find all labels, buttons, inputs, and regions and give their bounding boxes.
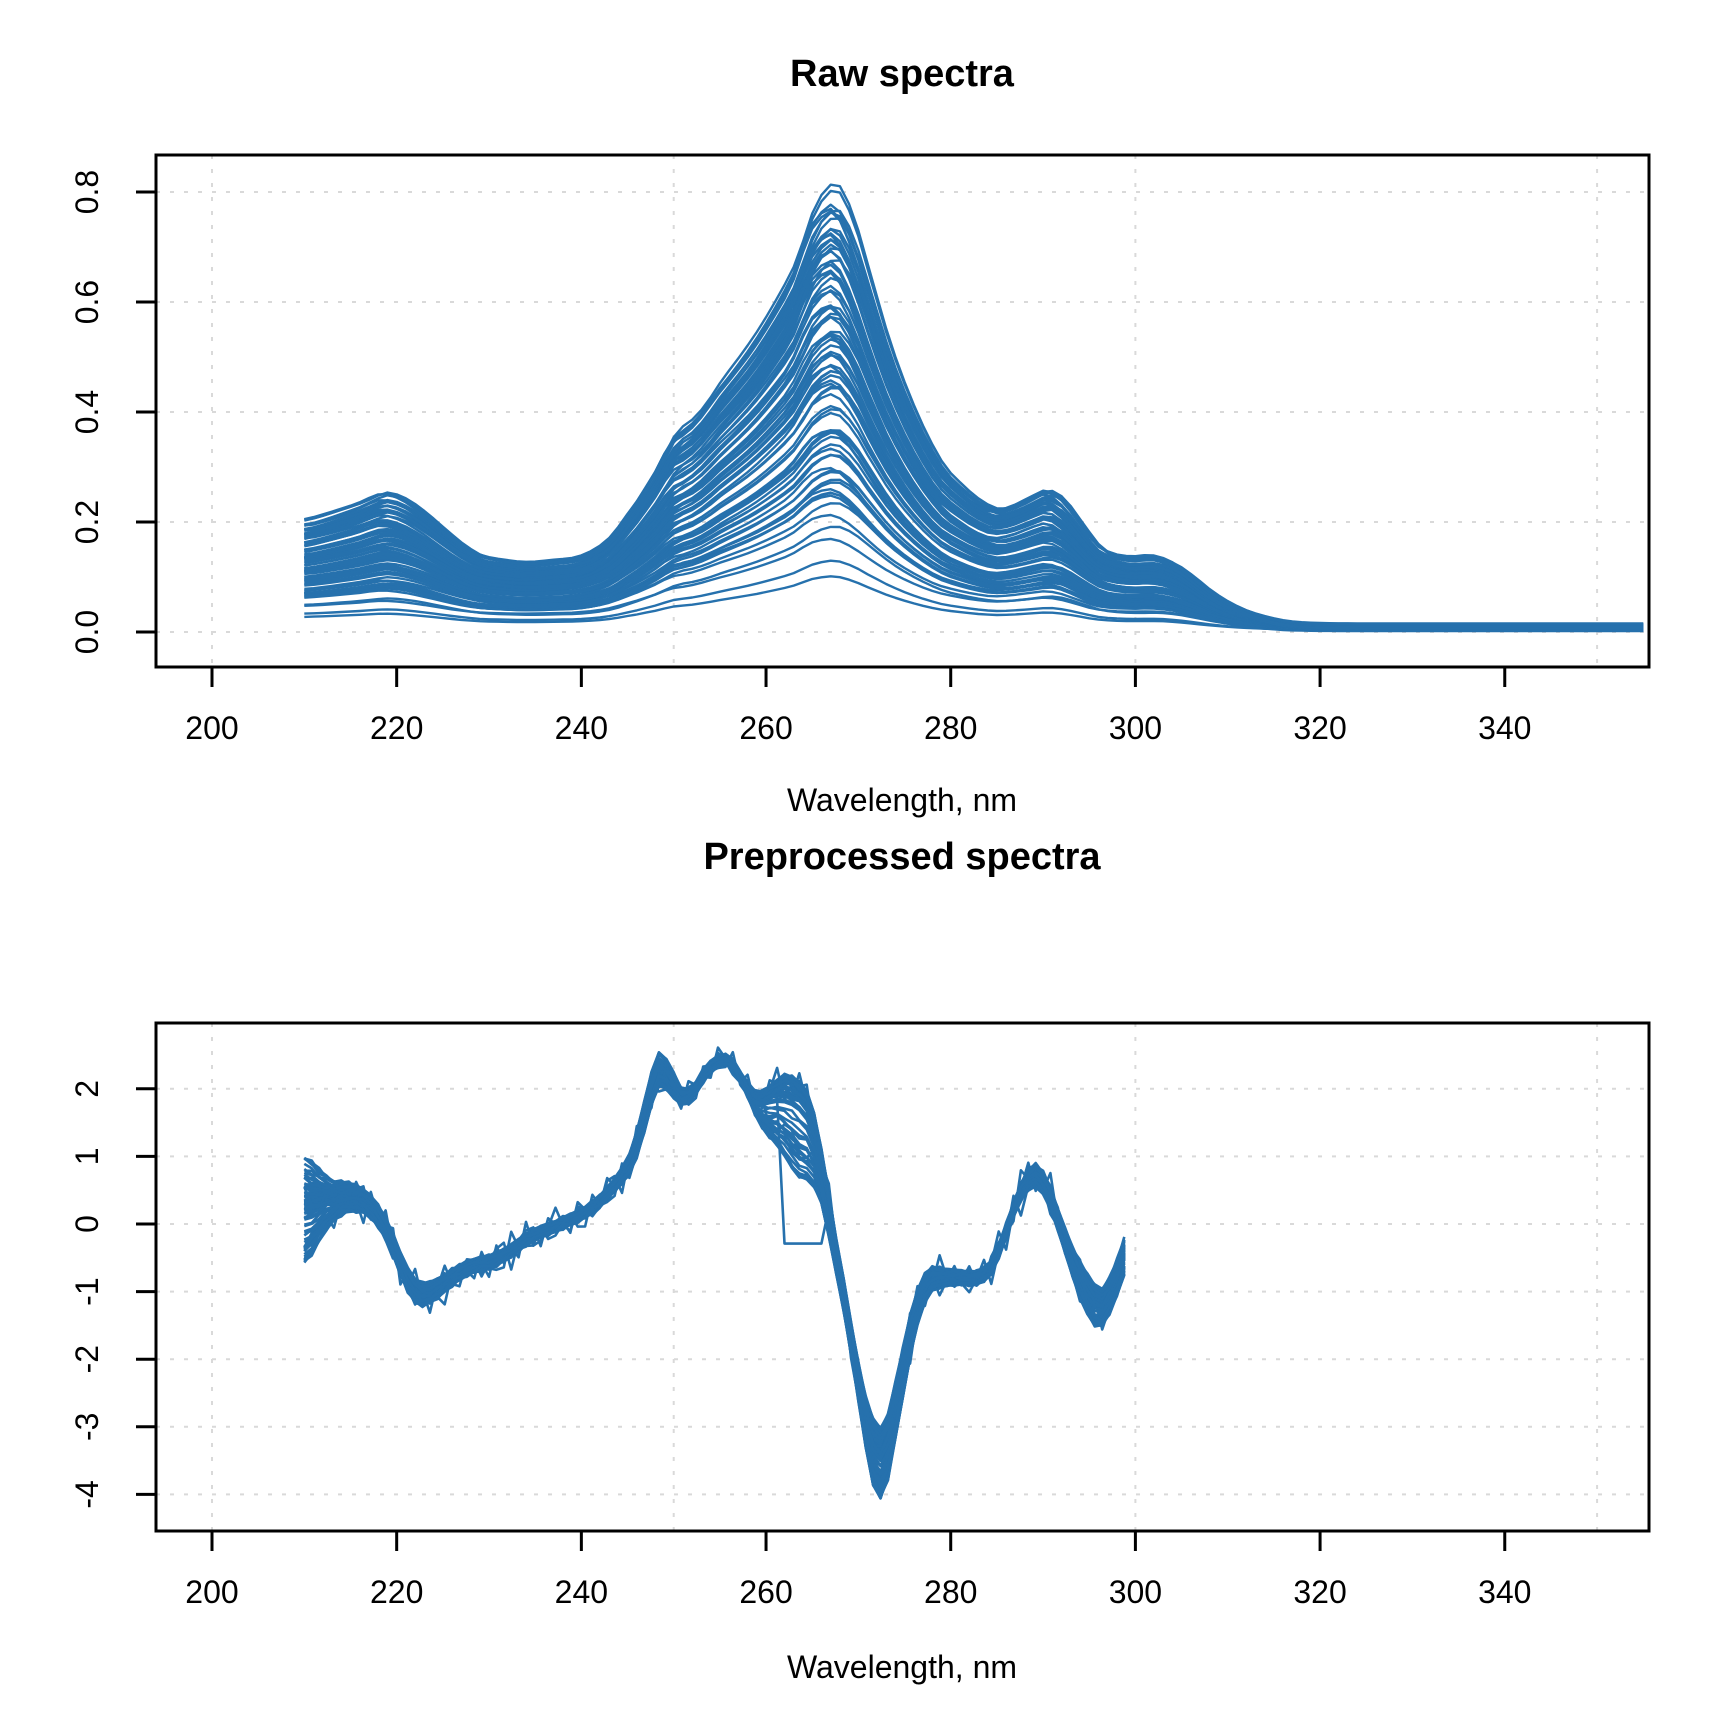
grid — [156, 1023, 1649, 1531]
y-axis: -4 -3 -2 -1 0 1 2 — [69, 1080, 156, 1509]
y-tick-label: 0.0 — [69, 610, 105, 654]
x-tick-label: 300 — [1109, 1574, 1162, 1610]
spectrum-line — [303, 1061, 1126, 1489]
raw-spectra-title: Raw spectra — [790, 53, 1015, 95]
spectrum-line — [303, 1059, 1126, 1461]
grid — [156, 155, 1649, 667]
x-tick-label: 240 — [555, 1574, 608, 1610]
x-tick-label: 200 — [185, 710, 238, 746]
spectrum-line — [303, 1061, 1126, 1499]
spectrum-line — [303, 1060, 1126, 1500]
y-tick-label: 0.8 — [69, 170, 105, 214]
preprocessed-spectra-x-axis-title: Wavelength, nm — [787, 1649, 1017, 1685]
x-tick-label: 320 — [1293, 1574, 1346, 1610]
spectrum-line — [303, 1062, 1126, 1485]
spectrum-line — [303, 1061, 1126, 1496]
spectrum-line — [303, 1060, 1126, 1500]
preprocessed-spectra-lines — [303, 1046, 1126, 1500]
spectrum-line — [303, 1062, 1126, 1495]
spectrum-line — [303, 1050, 1126, 1494]
spectrum-line — [303, 1058, 1126, 1453]
spectrum-line — [303, 1060, 1126, 1483]
spectrum-line — [303, 1059, 1126, 1490]
spectrum-line — [304, 332, 1644, 632]
x-tick-label: 200 — [185, 1574, 238, 1610]
x-tick-label: 300 — [1109, 710, 1162, 746]
raw-spectra-lines — [304, 183, 1644, 633]
spectrum-line — [304, 1059, 1126, 1456]
y-tick-label: -3 — [69, 1413, 105, 1441]
spectrum-line — [303, 1061, 1126, 1468]
spectrum-line — [303, 1060, 1126, 1473]
spectrum-line — [303, 1059, 1126, 1452]
x-tick-label: 320 — [1293, 710, 1346, 746]
spectrum-line — [303, 1059, 1126, 1463]
plot-frame — [154, 1021, 1651, 1533]
spectrum-line — [304, 1058, 1126, 1457]
raw-spectra-plot-area: 200 220 240 260 280 300 320 340 0.0 0.2 0.4 0.6 0.8 — [69, 153, 1651, 746]
spectrum-line — [303, 1063, 1126, 1489]
spectrum-line — [303, 1061, 1126, 1483]
spectrum-line — [304, 1058, 1126, 1462]
spectrum-line — [303, 1058, 1126, 1457]
y-axis: 0.0 0.2 0.4 0.6 0.8 — [69, 170, 156, 654]
preprocessed-spectra-panel: Preprocessed spectra 200 220 240 260 280 300 3… — [69, 836, 1651, 1685]
spectrum-line — [303, 1060, 1126, 1461]
spectrum-line — [303, 1059, 1126, 1479]
y-tick-label: 0.2 — [69, 500, 105, 544]
x-tick-label: 340 — [1478, 710, 1531, 746]
y-tick-label: 0.6 — [69, 280, 105, 324]
spectrum-line — [303, 1056, 1126, 1441]
spectrum-line — [303, 1062, 1126, 1497]
spectrum-line — [303, 1058, 1126, 1458]
spectrum-line — [303, 1061, 1126, 1480]
y-tick-label: 2 — [69, 1080, 105, 1098]
raw-spectra-panel: Raw spectra 200 220 240 260 280 300 320 3400.00… — [69, 53, 1651, 818]
x-tick-label: 260 — [739, 1574, 792, 1610]
y-tick-label: 1 — [69, 1148, 105, 1166]
x-axis: 200 220 240 260 280 300 320 340 — [185, 1531, 1531, 1610]
spectrum-line — [304, 1058, 1126, 1457]
preprocessed-spectra-plot-area: 200 220 240 260 280 300 320 340 -4 -3 -2 -1 0 1 2 — [69, 1021, 1651, 1610]
spectrum-line — [304, 209, 1644, 630]
x-tick-label: 280 — [924, 1574, 977, 1610]
spectrum-line — [303, 1061, 1126, 1492]
x-tick-label: 220 — [370, 1574, 423, 1610]
spectrum-line — [303, 1059, 1126, 1468]
preprocessed-spectra-title: Preprocessed spectra — [703, 836, 1101, 878]
spectrum-line — [304, 1060, 1126, 1476]
y-tick-label: 0.4 — [69, 390, 105, 434]
x-tick-label: 220 — [370, 710, 423, 746]
y-tick-label: 0 — [69, 1215, 105, 1233]
x-tick-label: 340 — [1478, 1574, 1531, 1610]
spectrum-line — [303, 1061, 1126, 1487]
spectrum-line — [303, 1059, 1126, 1460]
spectrum-line — [304, 1057, 1126, 1454]
x-tick-label: 280 — [924, 710, 977, 746]
y-tick-label: -4 — [69, 1480, 105, 1508]
spectrum-line — [304, 183, 1644, 630]
x-tick-label: 260 — [739, 710, 792, 746]
spectrum-line — [303, 1058, 1126, 1455]
x-axis: 200 220 240 260 280 300 320 340 — [185, 667, 1531, 746]
spectrum-line — [304, 1060, 1126, 1453]
y-tick-label: -2 — [69, 1345, 105, 1373]
y-tick-label: -1 — [69, 1277, 105, 1305]
x-tick-label: 240 — [555, 710, 608, 746]
raw-spectra-x-axis-title: Wavelength, nm — [787, 782, 1017, 818]
spectrum-line — [303, 1061, 1126, 1488]
